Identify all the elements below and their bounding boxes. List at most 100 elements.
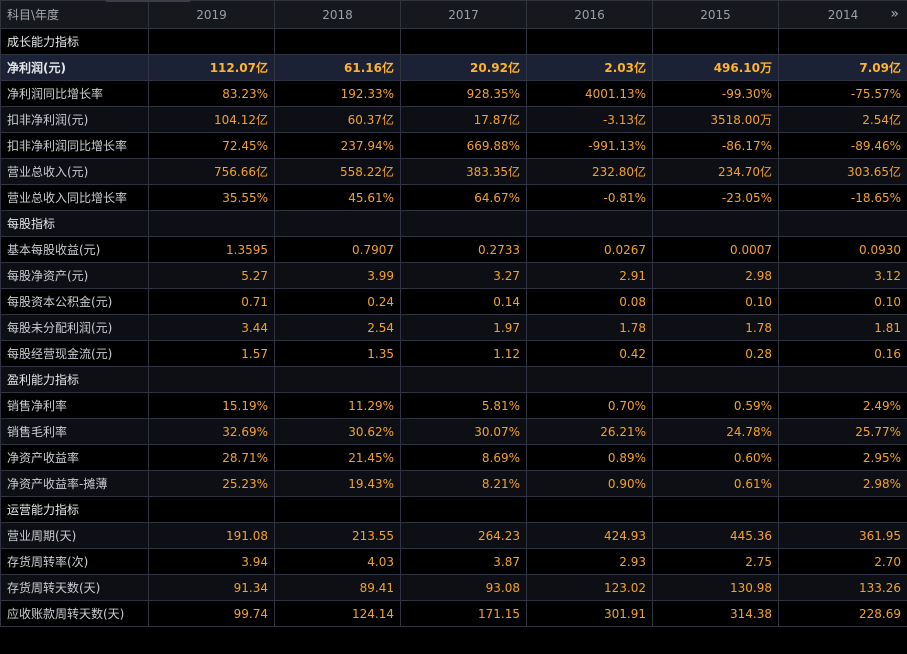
table-row: 每股经营现金流(元) 1.57 1.35 1.12 0.42 0.28 0.16 <box>0 340 907 367</box>
value-cell: 0.71 <box>148 288 275 315</box>
row-label: 销售净利率 <box>0 392 149 419</box>
table-row: 存货周转天数(天) 91.34 89.41 93.08 123.02 130.98 133.… <box>0 574 907 601</box>
value-cell: 2.54亿 <box>778 106 907 133</box>
empty-cell <box>778 28 907 55</box>
value-cell: 2.98% <box>778 470 907 497</box>
value-cell: 0.08 <box>526 288 653 315</box>
value-cell: 496.10万 <box>652 54 779 81</box>
value-cell: -23.05% <box>652 184 779 211</box>
value-cell: 1.97 <box>400 314 527 341</box>
value-cell: 89.41 <box>274 574 401 601</box>
value-cell: 21.45% <box>274 444 401 471</box>
value-cell: 3.99 <box>274 262 401 289</box>
value-cell: 228.69 <box>778 600 907 627</box>
value-cell: 30.07% <box>400 418 527 445</box>
value-cell: 232.80亿 <box>526 158 653 185</box>
header-year[interactable]: 2015 <box>652 0 779 29</box>
value-cell: 3.94 <box>148 548 275 575</box>
value-cell: 45.61% <box>274 184 401 211</box>
value-cell: 445.36 <box>652 522 779 549</box>
value-cell: 424.93 <box>526 522 653 549</box>
value-cell: 28.71% <box>148 444 275 471</box>
value-cell: 99.74 <box>148 600 275 627</box>
value-cell: 0.10 <box>778 288 907 315</box>
value-cell: 25.77% <box>778 418 907 445</box>
value-cell: 383.35亿 <box>400 158 527 185</box>
row-label: 每股资本公积金(元) <box>0 288 149 315</box>
table-row: 净资产收益率-摊薄 25.23% 19.43% 8.21% 0.90% 0.61% 2.98… <box>0 470 907 497</box>
row-label: 净资产收益率 <box>0 444 149 471</box>
value-cell: 91.34 <box>148 574 275 601</box>
value-cell: -75.57% <box>778 80 907 107</box>
table-row: 应收账款周转天数(天) 99.74 124.14 171.15 301.91 314.38… <box>0 600 907 627</box>
row-label: 每股未分配利润(元) <box>0 314 149 341</box>
table-row: 净资产收益率 28.71% 21.45% 8.69% 0.89% 0.60% 2.95% <box>0 444 907 471</box>
empty-cell <box>400 496 527 523</box>
value-cell: 20.92亿 <box>400 54 527 81</box>
value-cell: 60.37亿 <box>274 106 401 133</box>
header-year[interactable]: 2017 <box>400 0 527 29</box>
empty-cell <box>148 496 275 523</box>
section-header-row: 运营能力指标 <box>0 496 907 523</box>
row-label: 净利润同比增长率 <box>0 80 149 107</box>
row-label: 每股净资产(元) <box>0 262 149 289</box>
value-cell: 35.55% <box>148 184 275 211</box>
empty-cell <box>652 210 779 237</box>
value-cell: 0.42 <box>526 340 653 367</box>
value-cell: 19.43% <box>274 470 401 497</box>
table-row: 存货周转率(次) 3.94 4.03 3.87 2.93 2.75 2.70 <box>0 548 907 575</box>
empty-cell <box>778 496 907 523</box>
double-chevron-right-icon[interactable]: » <box>890 6 899 22</box>
value-cell: 25.23% <box>148 470 275 497</box>
header-subject-year: 科目\年度 <box>0 0 149 29</box>
value-cell: 0.10 <box>652 288 779 315</box>
value-cell: 2.54 <box>274 314 401 341</box>
empty-cell <box>400 366 527 393</box>
value-cell: 61.16亿 <box>274 54 401 81</box>
value-cell: 0.2733 <box>400 236 527 263</box>
value-cell: 3.44 <box>148 314 275 341</box>
value-cell: 11.29% <box>274 392 401 419</box>
value-cell: 0.16 <box>778 340 907 367</box>
value-cell: 314.38 <box>652 600 779 627</box>
value-cell: 2.95% <box>778 444 907 471</box>
empty-cell <box>274 496 401 523</box>
empty-cell <box>274 28 401 55</box>
header-row: 科目\年度 2019 2018 2017 2016 2015 2014 <box>0 0 907 29</box>
value-cell: 1.78 <box>526 314 653 341</box>
value-cell: 2.49% <box>778 392 907 419</box>
value-cell: 2.98 <box>652 262 779 289</box>
value-cell: 123.02 <box>526 574 653 601</box>
row-label: 净资产收益率-摊薄 <box>0 470 149 497</box>
section-header-row: 盈利能力指标 <box>0 366 907 393</box>
table-row: 每股未分配利润(元) 3.44 2.54 1.97 1.78 1.78 1.81 <box>0 314 907 341</box>
value-cell: 1.57 <box>148 340 275 367</box>
empty-cell <box>526 366 653 393</box>
value-cell: 2.70 <box>778 548 907 575</box>
value-cell: -99.30% <box>652 80 779 107</box>
value-cell: -991.13% <box>526 132 653 159</box>
row-label: 基本每股收益(元) <box>0 236 149 263</box>
value-cell: -18.65% <box>778 184 907 211</box>
table-row: 净利润(元) 112.07亿 61.16亿 20.92亿 2.03亿 496.10万 7.0… <box>0 54 907 81</box>
header-year[interactable]: 2014 <box>778 0 907 29</box>
value-cell: 130.98 <box>652 574 779 601</box>
value-cell: 8.69% <box>400 444 527 471</box>
value-cell: 213.55 <box>274 522 401 549</box>
row-label: 每股经营现金流(元) <box>0 340 149 367</box>
value-cell: -89.46% <box>778 132 907 159</box>
value-cell: 2.93 <box>526 548 653 575</box>
header-year[interactable]: 2018 <box>274 0 401 29</box>
value-cell: 1.3595 <box>148 236 275 263</box>
value-cell: 2.03亿 <box>526 54 653 81</box>
value-cell: 234.70亿 <box>652 158 779 185</box>
value-cell: 171.15 <box>400 600 527 627</box>
scroll-indicator[interactable] <box>106 0 190 2</box>
header-year[interactable]: 2019 <box>148 0 275 29</box>
value-cell: 0.0007 <box>652 236 779 263</box>
table-row: 销售净利率 15.19% 11.29% 5.81% 0.70% 0.59% 2.49% <box>0 392 907 419</box>
row-label: 销售毛利率 <box>0 418 149 445</box>
header-year[interactable]: 2016 <box>526 0 653 29</box>
empty-cell <box>652 366 779 393</box>
table-row: 扣非净利润同比增长率 72.45% 237.94% 669.88% -991.13% -8… <box>0 132 907 159</box>
